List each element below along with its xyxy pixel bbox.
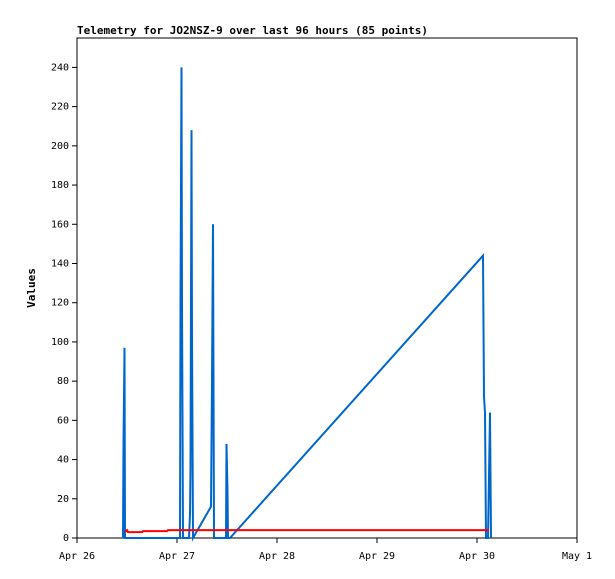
y-tick-label: 40	[57, 455, 69, 466]
x-tick-label: Apr 27	[159, 551, 195, 562]
y-tick-label: 220	[51, 102, 69, 113]
y-tick-label: 140	[51, 258, 69, 269]
plot-frame	[76, 37, 578, 539]
chart-title: Telemetry for JO2NSZ-9 over last 96 hour…	[77, 24, 428, 37]
y-tick-label: 180	[51, 180, 69, 191]
y-tick-label: 60	[57, 415, 69, 426]
x-tick-label: Apr 30	[459, 551, 495, 562]
y-tick-label: 160	[51, 219, 69, 230]
x-tick-label: Apr 26	[59, 551, 95, 562]
y-tick-label: 100	[51, 337, 69, 348]
y-tick-label: 240	[51, 62, 69, 73]
x-tick-label: May 1	[562, 551, 592, 562]
x-tick-label: Apr 28	[259, 551, 295, 562]
data-line	[124, 528, 489, 534]
y-axis-label: Values	[25, 268, 38, 308]
y-tick-label: 120	[51, 298, 69, 309]
y-tick-label: 200	[51, 141, 69, 152]
y-tick-label: 80	[57, 376, 69, 387]
y-tick-label: 20	[57, 494, 69, 505]
data-line	[122, 67, 492, 542]
y-tick-label: 0	[63, 533, 69, 544]
x-tick-label: Apr 29	[359, 551, 395, 562]
